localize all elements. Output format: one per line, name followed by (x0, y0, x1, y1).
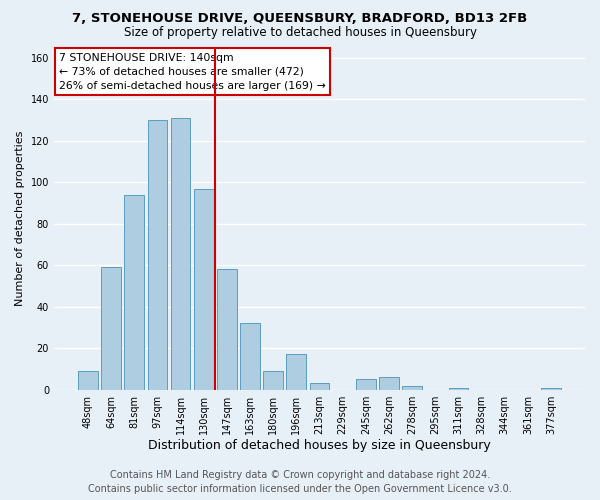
Bar (240, 324, 260, 390)
Text: 7 STONEHOUSE DRIVE: 140sqm
← 73% of detached houses are smaller (472)
26% of sem: 7 STONEHOUSE DRIVE: 140sqm ← 73% of deta… (59, 52, 326, 90)
Bar (379, 378, 399, 390)
Bar (449, 388, 468, 390)
Text: Contains HM Land Registry data © Crown copyright and database right 2024.
Contai: Contains HM Land Registry data © Crown c… (88, 470, 512, 494)
Bar (124, 195, 144, 390)
Bar (310, 384, 329, 390)
Bar (402, 386, 422, 390)
Bar (217, 270, 236, 390)
Bar (148, 120, 167, 390)
Bar (356, 380, 376, 390)
Bar (170, 118, 190, 390)
Text: 7, STONEHOUSE DRIVE, QUEENSBURY, BRADFORD, BD13 2FB: 7, STONEHOUSE DRIVE, QUEENSBURY, BRADFOR… (73, 12, 527, 26)
Text: Size of property relative to detached houses in Queensbury: Size of property relative to detached ho… (124, 26, 476, 39)
Bar (541, 388, 561, 390)
Bar (101, 268, 121, 390)
Bar (286, 354, 306, 390)
Bar (194, 188, 214, 390)
X-axis label: Distribution of detached houses by size in Queensbury: Distribution of detached houses by size … (148, 440, 491, 452)
Y-axis label: Number of detached properties: Number of detached properties (15, 131, 25, 306)
Bar (78, 371, 98, 390)
Bar (263, 371, 283, 390)
